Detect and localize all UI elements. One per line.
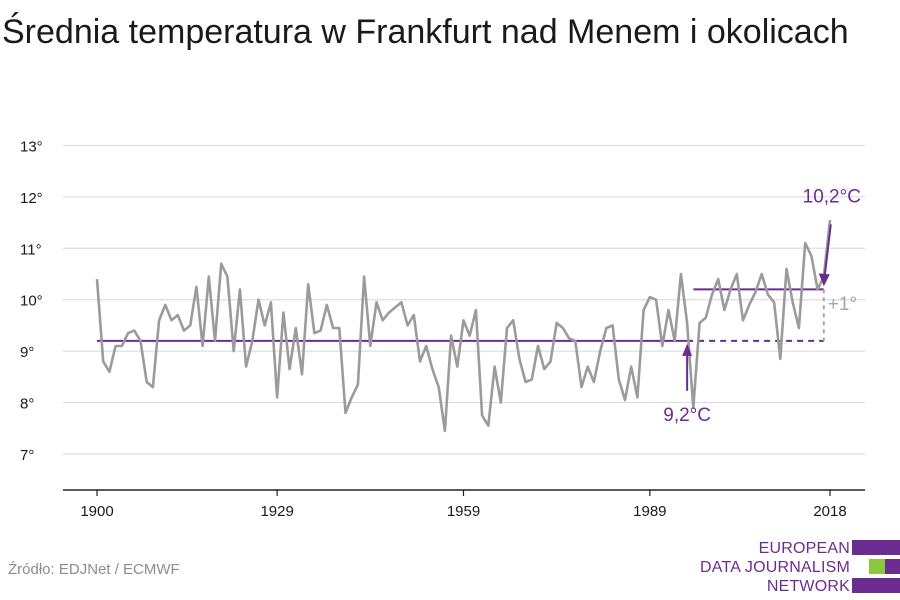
recent-arrow-head: [818, 273, 830, 287]
y-tick-label-11: 11°: [20, 241, 42, 258]
logo-bar-green: [869, 559, 885, 574]
logo-bar-purple-bottom: [852, 578, 900, 593]
recent-label: 10,2°C: [803, 186, 861, 207]
gridlines: [63, 144, 865, 455]
x-axis-ticks: 1900 1929 1959 1989 2018: [80, 490, 847, 520]
edjnet-logo: EUROPEAN DATA JOURNALISM NETWORK: [700, 538, 900, 598]
y-tick-label-9: 9°: [20, 344, 34, 361]
logo-wordmark: EUROPEAN DATA JOURNALISM NETWORK: [700, 539, 850, 596]
series-layer: [95, 219, 832, 433]
x-tick-label-1900: 1900: [80, 503, 113, 520]
x-tick-label-1959: 1959: [447, 503, 480, 520]
source-note: Źródło: EDJNet / ECMWF: [8, 561, 180, 578]
annotations: 9,2°C 10,2°C +1°: [663, 186, 861, 425]
logo-line-2: DATA JOURNALISM: [700, 559, 850, 576]
logo-line-1: EUROPEAN: [758, 540, 850, 557]
logo-bar-purple-top: [852, 540, 900, 555]
x-tick-label-2018: 2018: [813, 503, 846, 520]
baseline-arrow-head: [682, 343, 693, 356]
x-tick-label-1929: 1929: [260, 503, 293, 520]
temperature-series-line: [95, 219, 832, 433]
y-tick-label-13: 13°: [20, 138, 43, 155]
page-title: Średnia temperatura w Frankfurt nad Mene…: [2, 13, 849, 51]
logo-line-3: NETWORK: [766, 578, 850, 595]
baseline-label: 9,2°C: [663, 405, 711, 426]
logo-bar-purple-mid: [885, 559, 900, 574]
y-tick-label-12: 12°: [20, 190, 43, 207]
y-axis-tick-labels: 7° 8° 9° 10° 11° 12° 13°: [20, 138, 43, 464]
y-tick-label-8: 8°: [20, 396, 34, 413]
y-tick-label-10: 10°: [20, 293, 43, 310]
y-tick-label-7: 7°: [20, 447, 34, 464]
recent-arrow-shaft: [823, 224, 832, 276]
delta-label: +1°: [828, 294, 857, 315]
x-tick-label-1989: 1989: [633, 503, 666, 520]
